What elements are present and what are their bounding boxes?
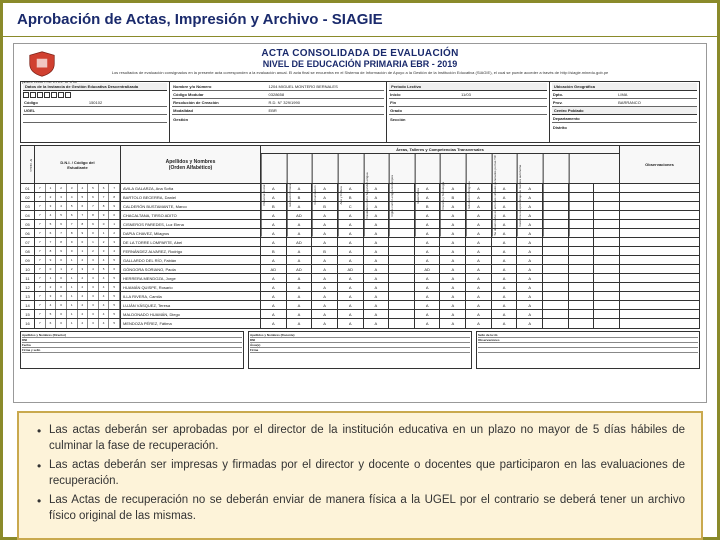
area-col: Se desenvuelve en entornos virtuales gen… [492,154,518,237]
area-col: Educación Física [287,154,313,237]
table-row: 0777890123DE LA TORRE LOMPARTE, AbelAADA… [21,238,699,247]
area-col: Matemática [415,154,441,237]
table-row: 0878901234FERNÁNDEZ ALVAREZ, RodrigoBABA… [21,247,699,256]
col-num: N° Orden [21,146,35,183]
area-col: Comunicación [312,154,338,237]
table-row: 0979012345GALLARDO DEL RÍO, FabiánAAAAAA… [21,256,699,265]
area-col: Inglés como Lengua Extranjera [389,154,415,237]
area-col: Arte y Cultura [338,154,364,237]
col-obs: Observaciones [619,146,699,183]
table-row: 1373012345ILLA RIVERA, CamilaAAAAAAAAAA [21,292,699,301]
table-row: 1070123456GÓNGORA SORIANO, PaolaADADAADA… [21,265,699,274]
col-names: Apellidos y Nombres(Orden Alfabético) [121,146,261,183]
col-dni: D.N.I. / Código delEstudiante [35,146,121,183]
area-col [569,154,595,237]
header-form: Datos de la Instancia de Gestión Educati… [20,81,700,143]
table-row: 1676012345MENDOZA PÉREZ, FátimaAAAAAAAAA… [21,319,699,328]
table-row: 1575012345MALDONADO HUAMÁN, DiegoAAAAAAA… [21,310,699,319]
area-col: Educación Religiosa [466,154,492,237]
shield-logo [24,50,60,78]
students-table: N° Orden D.N.I. / Código delEstudiante A… [20,145,700,329]
doc-title: ACTA CONSOLIDADA DE EVALUACIÓN [14,48,706,59]
slide-page: Aprobación de Actas, Impresión y Archivo… [0,0,720,540]
area-col: Castellano como Segunda Lengua [364,154,390,237]
area-col: Ciencia y Tecnología [440,154,466,237]
code-boxes [23,92,167,98]
page-title: Aprobación de Actas, Impresión y Archivo… [3,3,717,37]
notes-box: Las actas deberán ser aprobadas por el d… [17,411,703,540]
note-item: Las actas deberán ser aprobadas por el d… [35,423,685,454]
acta-document: ACTA CONSOLIDADA DE EVALUACIÓN NIVEL DE … [13,43,707,403]
note-item: Las actas deberán ser impresas y firmada… [35,458,685,489]
footer-form: Apellidos y Nombres (Director)DNIFechaFi… [20,331,700,369]
area-col [543,154,569,237]
fine-print: Los resultados de evaluación consignados… [14,71,706,75]
area-col [594,154,619,237]
note-item: Las Actas de recuperación no se deberán … [35,493,685,524]
area-col: Gestiona su aprendizaje de manera autóno… [517,154,543,237]
table-row: 1272012345HUAMÁN QUISPE, RosarioAAAAAAAA… [21,283,699,292]
doc-subtitle: NIVEL DE EDUCACIÓN PRIMARIA EBR - 2019 [14,59,706,69]
table-row: 1171012345HERRERA MENDOZA, JorgeAAAAAAAA… [21,274,699,283]
area-col: Personal Social [261,154,287,237]
table-row: 1474012345LUJÁN VÁSQUEZ, TeresaAAAAAAAAA… [21,301,699,310]
